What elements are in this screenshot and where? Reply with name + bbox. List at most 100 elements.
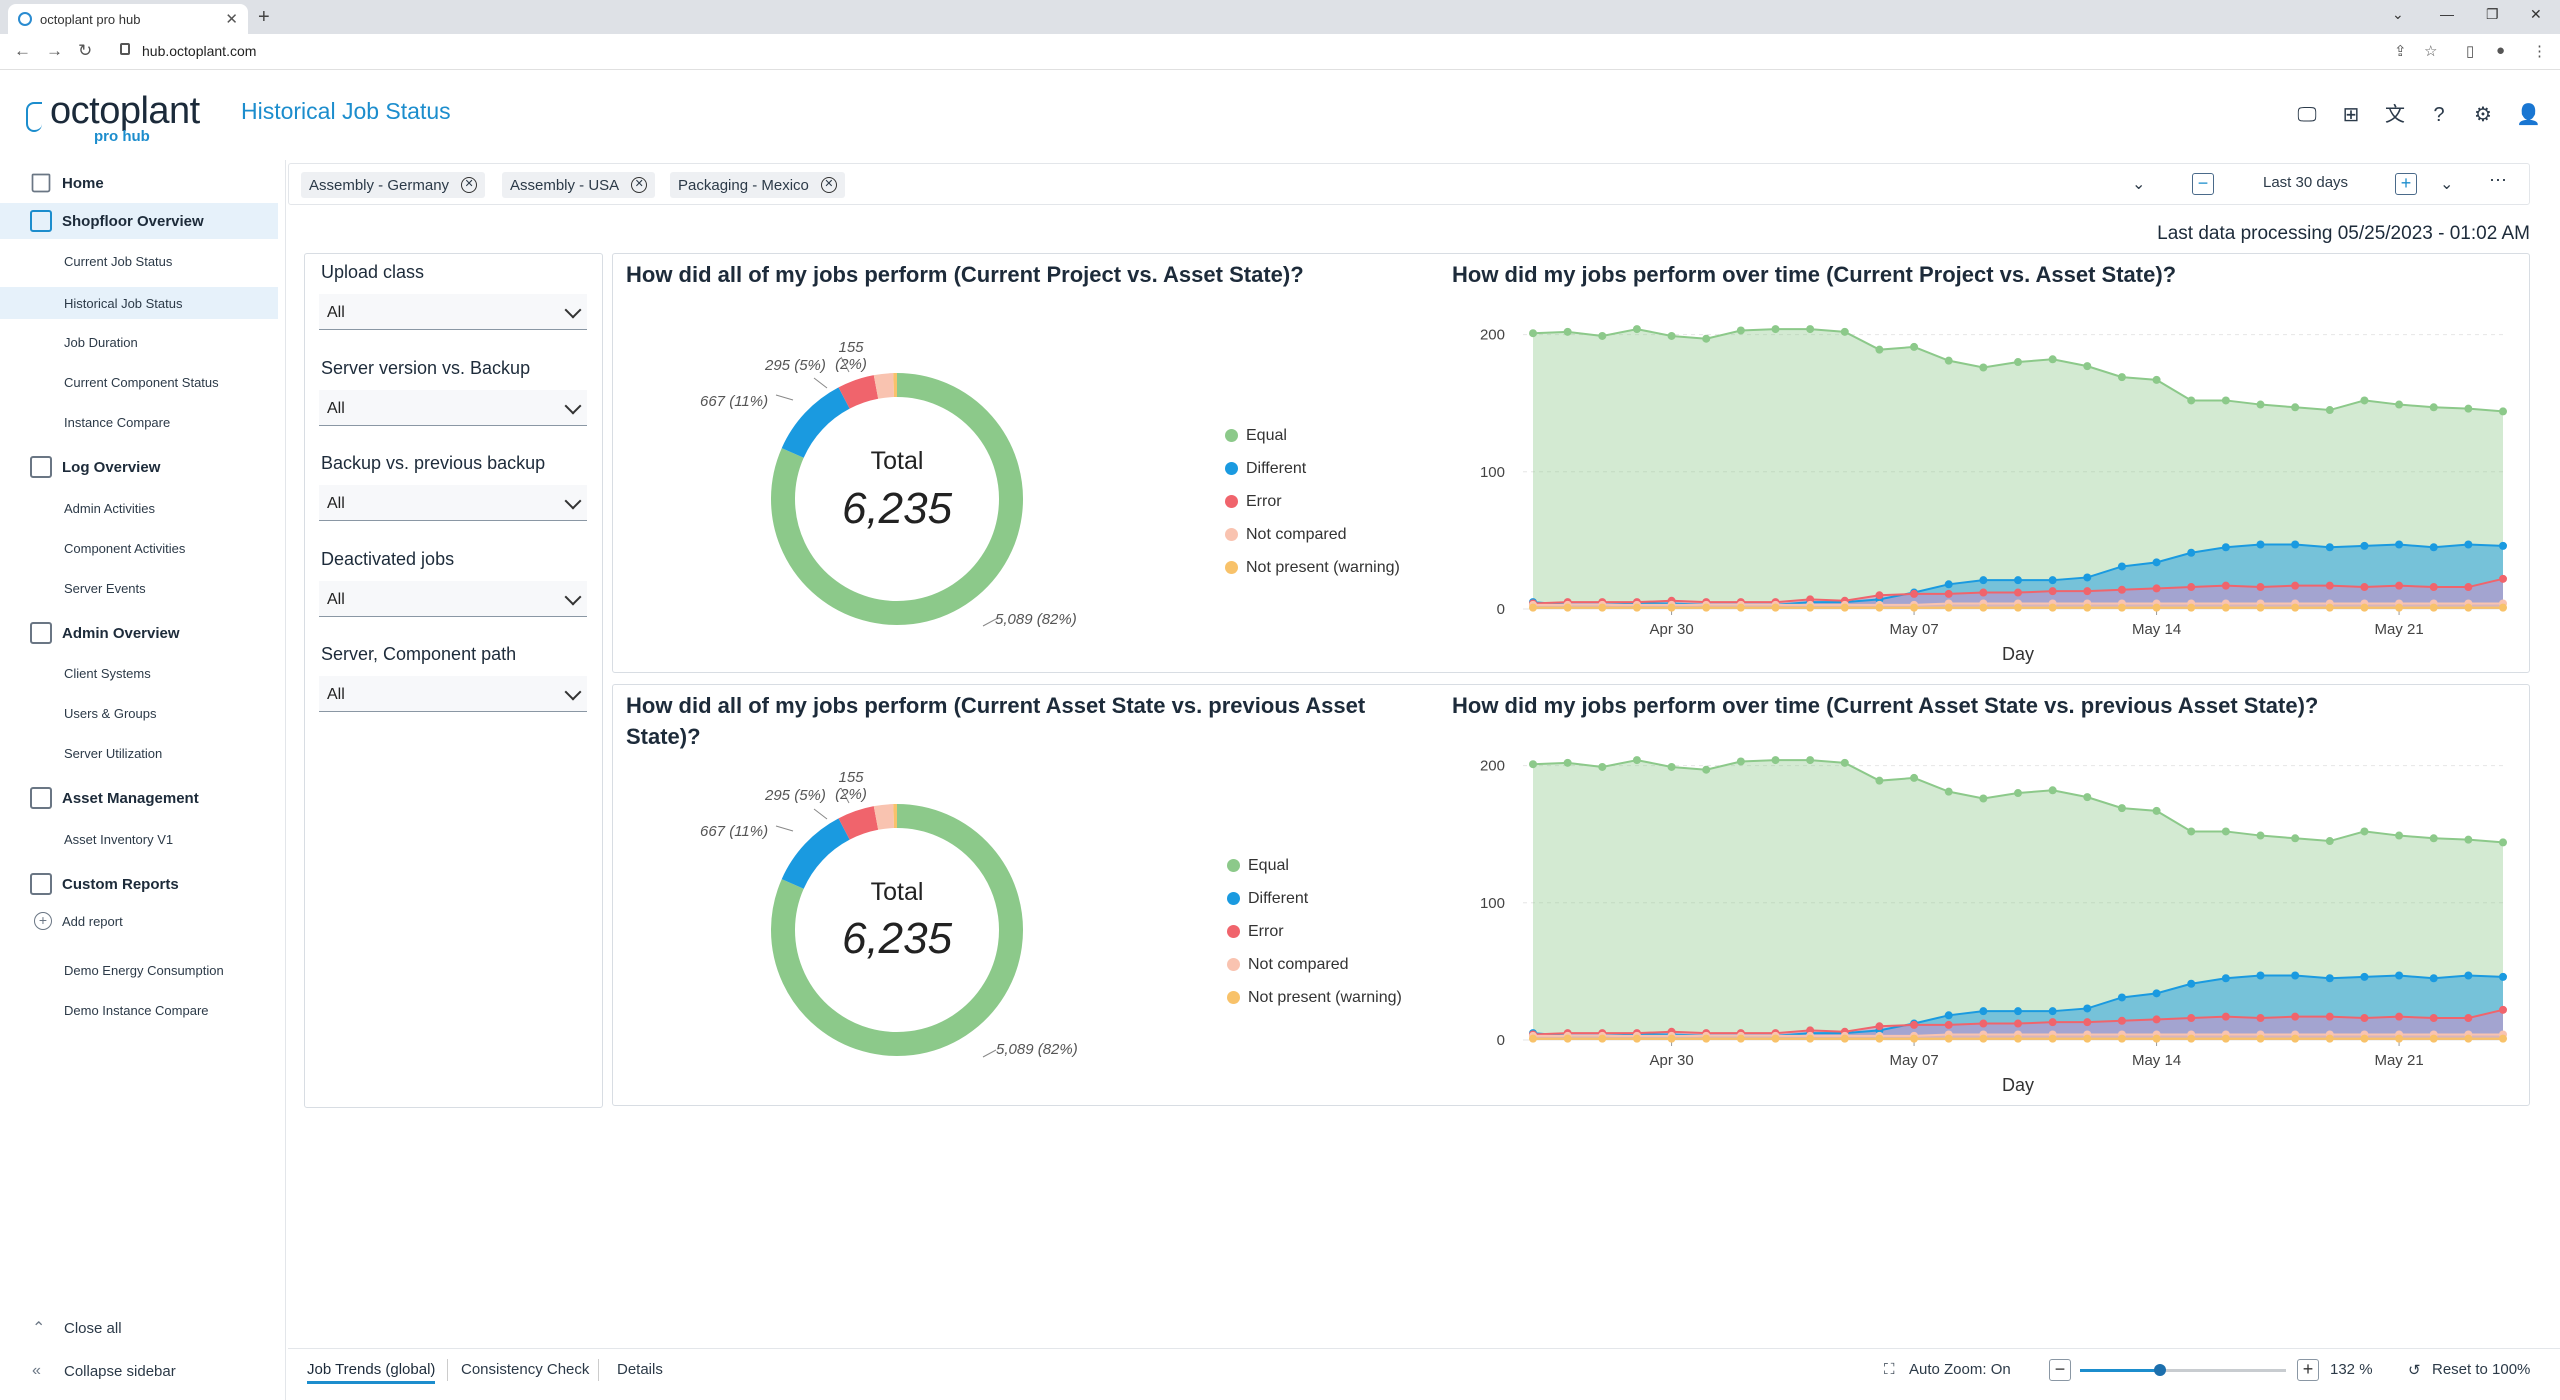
restore-icon[interactable]: ❐ xyxy=(2486,6,2499,22)
data-point-not-present-warning[interactable] xyxy=(1910,1034,1919,1043)
browser-menu-icon[interactable]: ⋮ xyxy=(2532,43,2547,60)
data-point-equal[interactable] xyxy=(1598,762,1607,771)
data-point-not-present-warning[interactable] xyxy=(2499,603,2507,612)
data-point-not-present-warning[interactable] xyxy=(1875,1034,1884,1043)
browser-tab[interactable]: octoplant pro hub ✕ xyxy=(8,4,248,34)
legend-item-error[interactable]: Error xyxy=(1225,485,1400,518)
data-point-different[interactable] xyxy=(2152,558,2161,567)
data-point-error[interactable] xyxy=(1875,1022,1884,1031)
data-point-error[interactable] xyxy=(2395,581,2404,590)
data-point-error[interactable] xyxy=(2325,581,2334,590)
filter-chip-packaging-mexico[interactable]: Packaging - Mexico ✕ xyxy=(670,172,845,198)
data-point-different[interactable] xyxy=(2360,972,2369,981)
data-point-different[interactable] xyxy=(2464,971,2473,980)
data-point-error[interactable] xyxy=(2256,583,2265,592)
monitor-icon[interactable]: 🖵 xyxy=(2297,104,2317,126)
filter-select-upload-class[interactable]: All xyxy=(319,294,587,330)
forward-icon[interactable]: → xyxy=(46,41,63,60)
data-point-not-present-warning[interactable] xyxy=(2360,603,2369,612)
filter-select-backup-previous[interactable]: All xyxy=(319,485,587,521)
sidebar-item-demo-energy[interactable]: Demo Energy Consumption xyxy=(64,963,224,978)
data-point-different[interactable] xyxy=(2291,540,2300,549)
sidebar-item-custom-reports[interactable]: Custom Reports xyxy=(30,873,179,895)
tab-details[interactable]: Details xyxy=(617,1361,663,1378)
data-point-not-present-warning[interactable] xyxy=(2291,1034,2300,1043)
data-point-equal[interactable] xyxy=(2048,786,2057,795)
data-point-error[interactable] xyxy=(2083,587,2092,596)
sidebar-item-home[interactable]: Home xyxy=(30,172,104,194)
data-point-not-present-warning[interactable] xyxy=(2117,603,2126,612)
donut-slice-error[interactable] xyxy=(838,375,879,409)
sidebar-item-admin-overview[interactable]: Admin Overview xyxy=(30,622,180,644)
data-point-different[interactable] xyxy=(1979,576,1988,585)
data-point-different[interactable] xyxy=(2083,573,2092,582)
range-increase-button[interactable]: + xyxy=(2395,173,2417,195)
sidebar-item-server-utilization[interactable]: Server Utilization xyxy=(64,746,163,761)
data-point-equal[interactable] xyxy=(1667,331,1676,340)
filter-select-server-component-path[interactable]: All xyxy=(319,676,587,712)
data-point-equal[interactable] xyxy=(2187,396,2196,405)
data-point-equal[interactable] xyxy=(1563,327,1572,336)
data-point-equal[interactable] xyxy=(2499,407,2507,416)
reset-zoom-button[interactable]: Reset to 100% xyxy=(2432,1361,2531,1378)
data-point-equal[interactable] xyxy=(2325,837,2334,846)
data-point-not-present-warning[interactable] xyxy=(1563,1034,1572,1043)
data-point-not-present-warning[interactable] xyxy=(2464,1034,2473,1043)
data-point-equal[interactable] xyxy=(1979,794,1988,803)
data-point-equal[interactable] xyxy=(2291,834,2300,843)
data-point-different[interactable] xyxy=(2464,540,2473,549)
tab-consistency-check[interactable]: Consistency Check xyxy=(461,1361,590,1378)
data-point-different[interactable] xyxy=(2291,971,2300,980)
octoplant-logo[interactable]: octoplant pro hub xyxy=(26,92,200,145)
data-point-different[interactable] xyxy=(2256,540,2265,549)
data-point-equal[interactable] xyxy=(2221,827,2230,836)
data-point-error[interactable] xyxy=(1979,1019,1988,1028)
data-point-not-present-warning[interactable] xyxy=(2325,1034,2334,1043)
legend-item-different[interactable]: Different xyxy=(1227,882,1402,915)
data-point-error[interactable] xyxy=(2499,1005,2507,1014)
data-point-not-present-warning[interactable] xyxy=(2499,1034,2507,1043)
data-point-error[interactable] xyxy=(2187,583,2196,592)
data-point-equal[interactable] xyxy=(1632,325,1641,334)
data-point-equal[interactable] xyxy=(2014,789,2022,798)
data-point-not-present-warning[interactable] xyxy=(1979,1034,1988,1043)
gear-icon[interactable]: ⚙ xyxy=(2474,104,2492,126)
legend-item-equal[interactable]: Equal xyxy=(1225,419,1400,452)
data-point-equal[interactable] xyxy=(1632,756,1641,765)
data-point-not-present-warning[interactable] xyxy=(1563,603,1572,612)
data-point-equal[interactable] xyxy=(2221,396,2230,405)
data-point-equal[interactable] xyxy=(2499,838,2507,847)
data-point-different[interactable] xyxy=(2187,548,2196,557)
data-point-not-present-warning[interactable] xyxy=(1632,603,1641,612)
data-point-different[interactable] xyxy=(2048,576,2057,585)
data-point-different[interactable] xyxy=(2499,972,2507,981)
data-point-error[interactable] xyxy=(1875,591,1884,600)
data-point-error[interactable] xyxy=(2048,587,2057,596)
data-point-equal[interactable] xyxy=(2429,834,2438,843)
tab-job-trends[interactable]: Job Trends (global) xyxy=(307,1361,436,1384)
data-point-not-present-warning[interactable] xyxy=(1702,1034,1711,1043)
data-point-error[interactable] xyxy=(2291,1012,2300,1021)
donut-slice-equal[interactable] xyxy=(771,373,1023,625)
data-point-equal[interactable] xyxy=(1875,776,1884,785)
data-point-not-present-warning[interactable] xyxy=(1910,603,1919,612)
donut-slice-equal[interactable] xyxy=(771,804,1023,1056)
sidebar-item-historical-job-status[interactable]: Historical Job Status xyxy=(0,287,278,319)
filter-select-server-version[interactable]: All xyxy=(319,390,587,426)
data-point-not-present-warning[interactable] xyxy=(1632,1034,1641,1043)
legend-item-not-present[interactable]: Not present (warning) xyxy=(1225,551,1400,584)
data-point-equal[interactable] xyxy=(2187,827,2196,836)
data-point-error[interactable] xyxy=(2395,1012,2404,1021)
data-point-equal[interactable] xyxy=(1529,760,1537,769)
chip-remove-icon[interactable]: ✕ xyxy=(820,177,837,193)
data-point-different[interactable] xyxy=(2014,1007,2022,1016)
data-point-error[interactable] xyxy=(2429,1014,2438,1023)
data-point-different[interactable] xyxy=(2395,971,2404,980)
sidebar-item-admin-activities[interactable]: Admin Activities xyxy=(64,501,156,516)
data-point-equal[interactable] xyxy=(1944,356,1953,365)
data-point-equal[interactable] xyxy=(1840,758,1849,767)
data-point-not-present-warning[interactable] xyxy=(2048,1034,2057,1043)
side-panel-icon[interactable]: ▯ xyxy=(2466,43,2475,60)
data-point-not-present-warning[interactable] xyxy=(2014,1034,2022,1043)
data-point-not-present-warning[interactable] xyxy=(2395,603,2404,612)
